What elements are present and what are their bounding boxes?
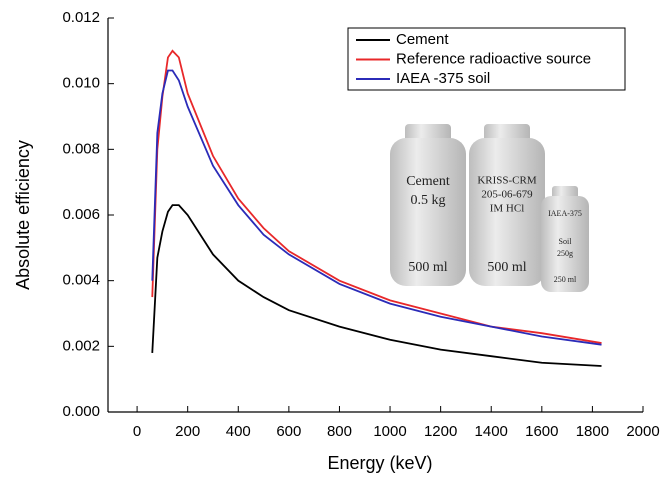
legend-box [347, 27, 626, 91]
series-line [151, 69, 602, 346]
x-tick-label: 2000 [626, 423, 659, 440]
y-tick-label: 0.012 [62, 9, 100, 26]
x-tick-label: 600 [276, 423, 301, 440]
y-tick-label: 0.000 [62, 403, 100, 420]
y-tick-label: 0.004 [62, 272, 100, 289]
bottle [469, 138, 545, 286]
bottle-label: 250 ml [554, 275, 577, 284]
bottle-label: IAEA-375 [548, 209, 582, 218]
x-tick-label: 1600 [525, 423, 558, 440]
bottle-label: 0.5 kg [411, 193, 446, 208]
x-tick-label: 400 [226, 423, 251, 440]
bottle-label: 500 ml [487, 260, 526, 275]
y-tick-label: 0.006 [62, 206, 100, 223]
legend-label: Cement [396, 31, 449, 48]
x-axis-title: Energy (keV) [327, 453, 432, 473]
bottle-label: Cement [406, 174, 450, 189]
y-tick-label: 0.008 [62, 140, 100, 157]
x-tick-label: 200 [175, 423, 200, 440]
bottle-label: 205-06-679 [481, 189, 533, 201]
bottles-photo: Cement 0.5 kg 500 ml KRISS-CRM 205-06-67… [390, 124, 589, 292]
bottle-label: 500 ml [408, 260, 447, 275]
bottle [541, 196, 589, 292]
x-tick-label: 1800 [576, 423, 609, 440]
series-line [151, 49, 602, 344]
y-tick-label: 0.002 [62, 337, 100, 354]
x-tick-label: 1400 [475, 423, 508, 440]
series-line [151, 204, 602, 367]
y-axis-title: Absolute efficiency [13, 140, 33, 290]
x-tick-label: 1200 [424, 423, 457, 440]
bottle-label: KRISS-CRM [477, 175, 537, 187]
y-tick-label: 0.010 [62, 75, 100, 92]
bottle [390, 138, 466, 286]
bottle-label: Soil [559, 237, 573, 246]
bottle-label: IM HCl [490, 203, 525, 215]
x-tick-label: 800 [327, 423, 352, 440]
legend-label: IAEA -375 soil [396, 70, 490, 87]
bottle-label: 250g [557, 249, 573, 258]
legend-label: Reference radioactive source [396, 50, 591, 67]
x-tick-label: 1000 [373, 423, 406, 440]
x-tick-label: 0 [133, 423, 141, 440]
